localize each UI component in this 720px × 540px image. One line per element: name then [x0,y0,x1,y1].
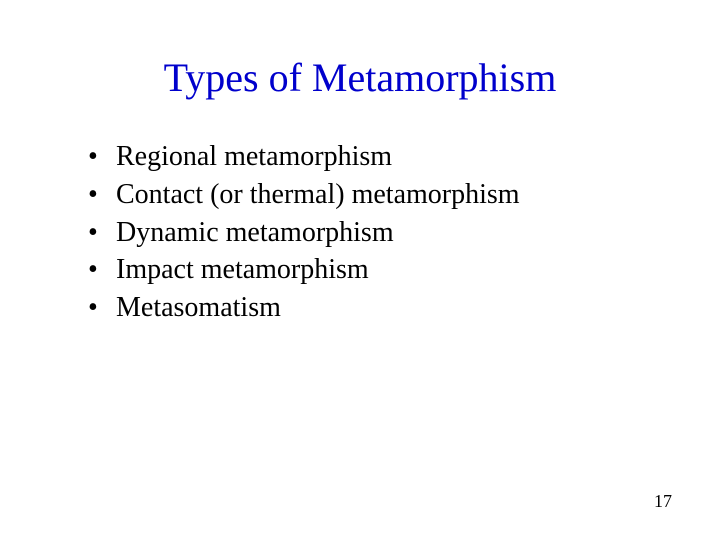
slide-title: Types of Metamorphism [60,54,660,101]
bullet-list: Regional metamorphism Contact (or therma… [60,139,660,326]
bullet-text: Metasomatism [116,292,281,323]
slide: Types of Metamorphism Regional metamorph… [0,0,720,540]
list-item: Dynamic metamorphism [88,215,660,251]
bullet-text: Dynamic metamorphism [116,217,394,248]
list-item: Regional metamorphism [88,139,660,175]
bullet-text: Contact (or thermal) metamorphism [116,179,520,210]
bullet-text: Impact metamorphism [116,254,369,285]
list-item: Contact (or thermal) metamorphism [88,177,660,213]
list-item: Metasomatism [88,290,660,326]
bullet-text: Regional metamorphism [116,141,392,172]
list-item: Impact metamorphism [88,252,660,288]
page-number: 17 [654,491,672,512]
